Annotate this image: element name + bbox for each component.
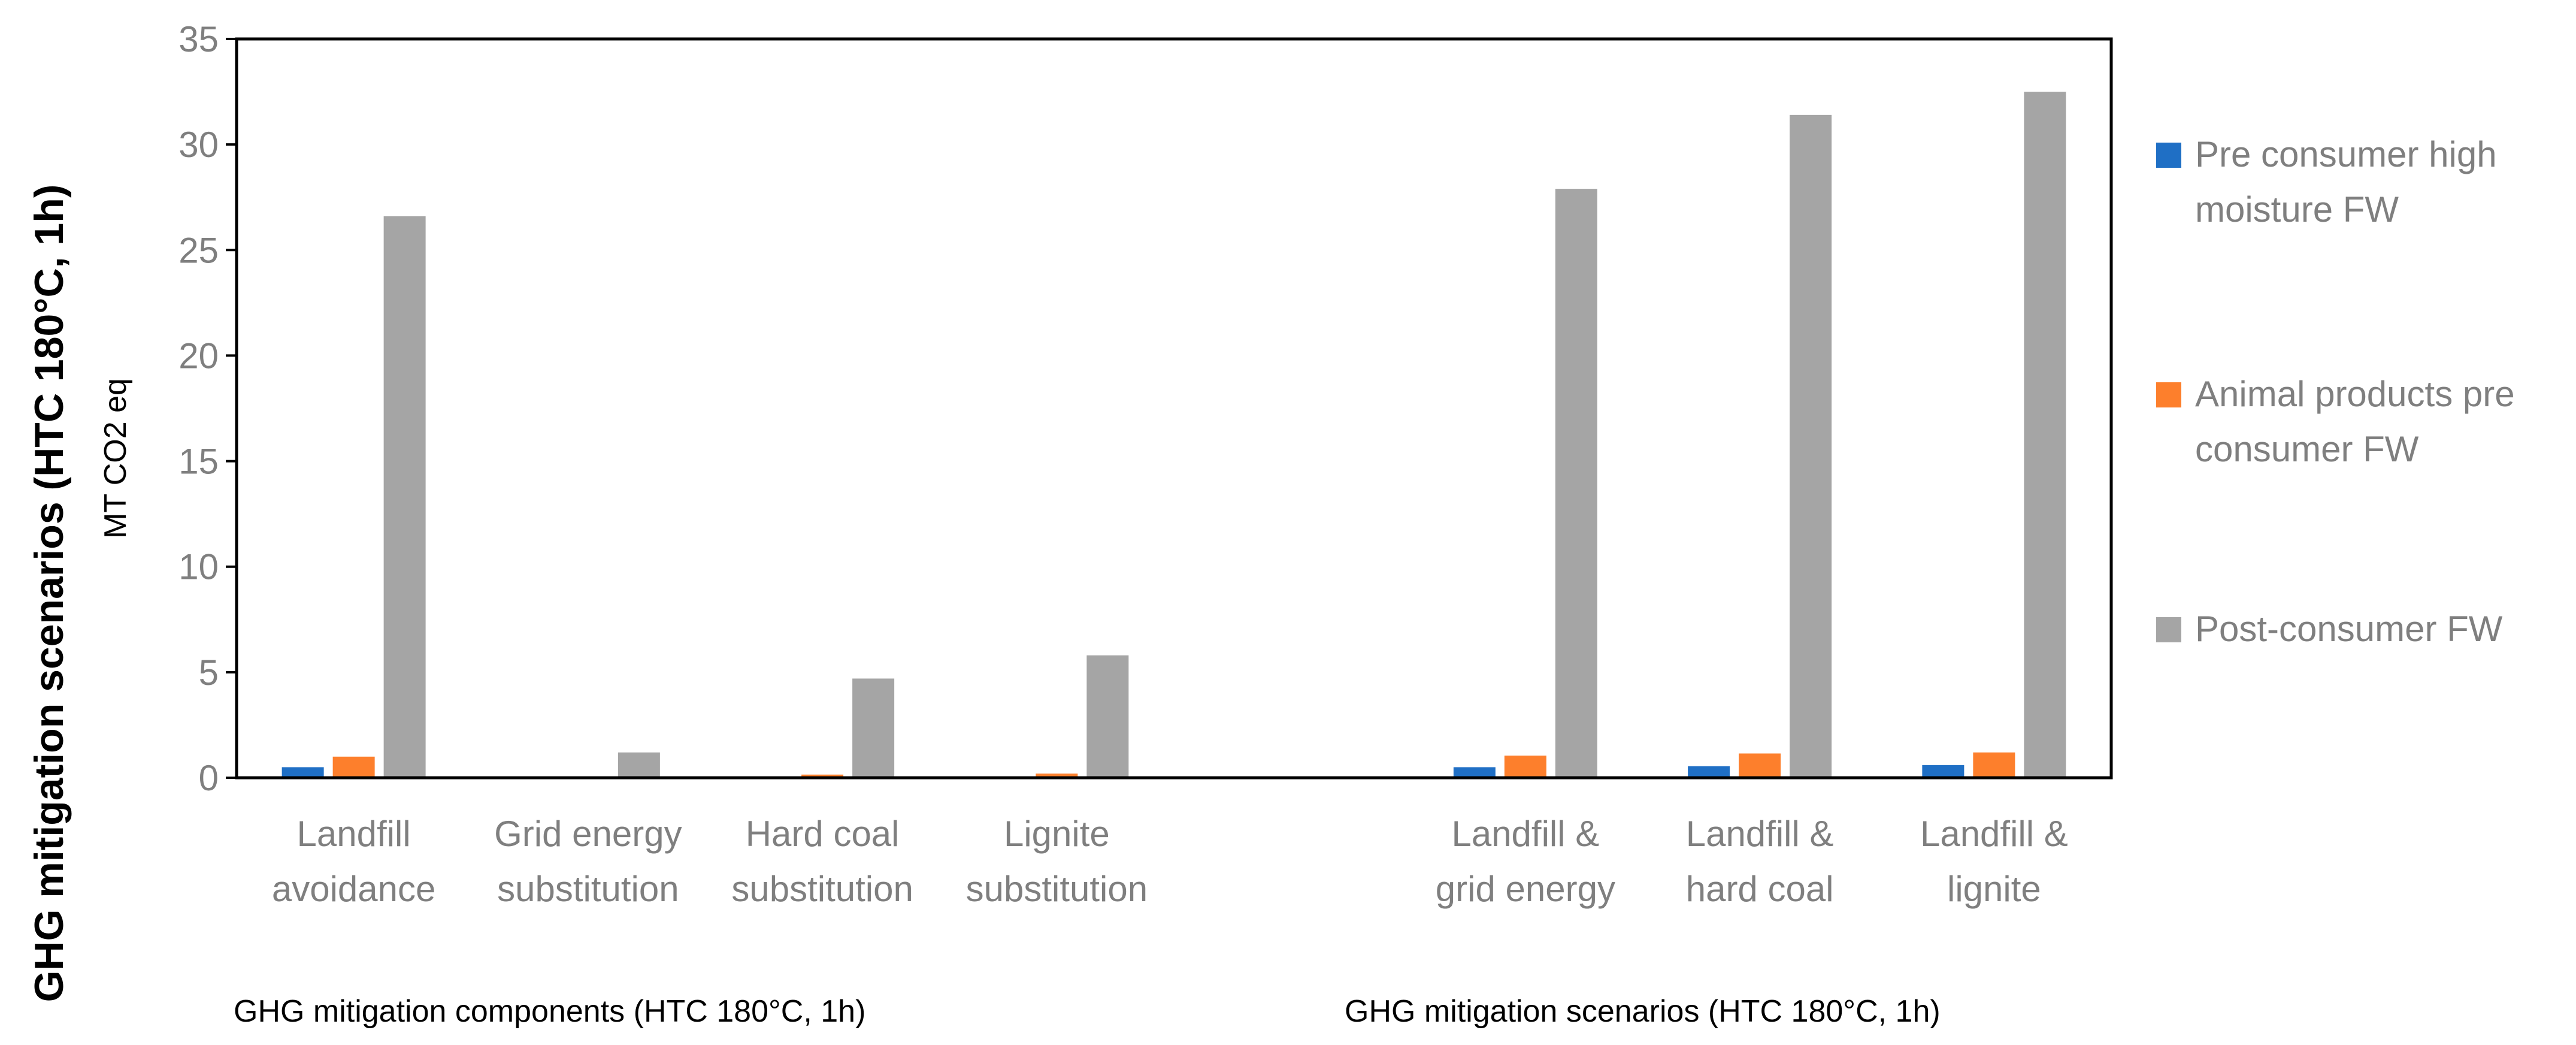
bar-s2-c8 [1973,752,2015,778]
legend-label: Animal products pre [2195,374,2515,414]
bar-s3-c8 [2024,92,2066,778]
legend-swatch [2156,143,2181,168]
bar-s2-c1 [332,756,375,778]
x-tick-label: Landfill & [1920,814,2068,854]
bar-s3-c3 [852,678,895,778]
y-tick-label: 30 [178,125,219,165]
y-axis-ticks: 0 5 10 15 20 25 30 35 [178,19,237,798]
x-tick-label: Landfill [297,814,411,854]
y-tick-label: 15 [178,442,219,482]
x-tick-label: substitution [966,869,1148,909]
legend-label: moisture FW [2195,189,2399,229]
legend-label: Post-consumer FW [2195,609,2503,649]
x-tick-label: Lignite [1004,814,1110,854]
bar-s3-c7 [1790,114,1832,778]
outer-y-axis-label: GHG mitigation scenarios (HTC 180°C, 1h) [26,185,72,1002]
x-tick-label: substitution [731,869,913,909]
y-tick-label: 10 [178,547,219,587]
bar-s1-c6 [1453,767,1496,778]
y-tick-label: 25 [178,230,219,270]
bar-s1-c1 [281,767,324,778]
bar-s2-c4 [1036,773,1078,778]
y-axis-label: MT CO2 eq [98,378,133,539]
bar-s2-c3 [801,774,844,778]
bars [281,92,2066,778]
bar-s1-c8 [1922,765,1964,778]
x-tick-label: Grid energy [494,814,682,854]
legend-label: Pre consumer high [2195,134,2497,174]
legend-swatch [2156,382,2181,407]
x-tick-label: grid energy [1436,869,1615,909]
bar-s1-c7 [1688,766,1730,778]
legend-swatch [2156,617,2181,642]
group-label-scenarios: GHG mitigation scenarios (HTC 180°C, 1h) [1345,994,1941,1029]
bar-s2-c7 [1739,753,1781,778]
legend: Pre consumer high moisture FW Animal produ… [2156,134,2515,649]
bar-s3-c4 [1086,655,1129,778]
y-tick-label: 5 [199,653,219,693]
x-tick-label: Hard coal [746,814,900,854]
x-tick-label: Landfill & [1686,814,1834,854]
bar-s3-c6 [1555,189,1597,778]
y-tick-label: 35 [178,19,219,59]
x-axis-labels: Landfill avoidance Grid energy substitution… [272,814,2068,909]
x-tick-label: hard coal [1686,869,1834,909]
legend-label: consumer FW [2195,429,2419,469]
plot-frame [235,37,2113,780]
bar-s3-c2 [617,752,660,778]
x-tick-label: Landfill & [1451,814,1599,854]
x-tick-label: avoidance [272,869,436,909]
y-tick-label: 0 [199,758,219,798]
y-tick-label: 20 [178,336,219,376]
group-label-components: GHG mitigation components (HTC 180°C, 1h… [234,994,865,1029]
bar-s3-c1 [383,216,426,778]
x-tick-label: lignite [1947,869,2041,909]
bar-s2-c6 [1504,756,1546,778]
x-tick-label: substitution [497,869,679,909]
